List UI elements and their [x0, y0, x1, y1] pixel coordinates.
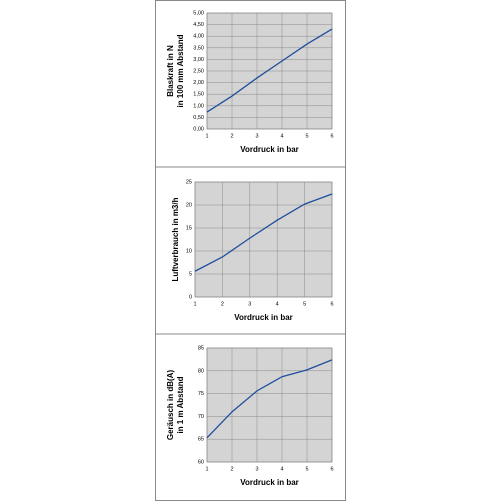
y-tick-label: 15: [186, 225, 192, 231]
y-tick-label: 0,00: [193, 126, 204, 132]
x-tick-label: 6: [330, 466, 333, 472]
y-tick-label: 5: [189, 271, 192, 277]
line: [206, 28, 333, 113]
x-tick-label: 4: [280, 133, 283, 139]
y-tick-label: 80: [198, 368, 204, 374]
y-tick-label: 70: [198, 414, 204, 420]
x-tick-label: 1: [193, 301, 196, 307]
y-tick-label: 1,50: [193, 92, 204, 98]
line: [194, 193, 333, 272]
x-tick-label: 4: [280, 466, 283, 472]
plot-area: [206, 347, 333, 463]
y-axis-label: Luftverbrauch in m3/h: [171, 197, 180, 281]
x-tick-label: 5: [303, 301, 306, 307]
y-tick-label: 25: [186, 179, 192, 185]
y-tick-label: 4,00: [193, 34, 204, 40]
x-tick-label: 5: [305, 133, 308, 139]
y-axis-label: in 1 m Abstand: [176, 376, 185, 433]
x-tick-label: 6: [330, 301, 333, 307]
x-axis-label: Vordruck in bar: [240, 478, 299, 487]
y-tick-label: 2,00: [193, 80, 204, 86]
x-tick-label: 4: [276, 301, 279, 307]
x-tick-label: 2: [230, 133, 233, 139]
y-axis-label: Blaskraft in N: [166, 45, 175, 97]
y-tick-label: 5,00: [193, 10, 204, 16]
y-tick-label: 0: [189, 294, 192, 300]
y-tick-label: 0,50: [193, 115, 204, 121]
x-tick-label: 2: [230, 466, 233, 472]
y-tick-label: 65: [198, 437, 204, 443]
y-tick-label: 85: [198, 345, 204, 351]
x-tick-label: 3: [248, 301, 251, 307]
x-axis-label: Vordruck in bar: [234, 313, 293, 322]
x-tick-label: 2: [221, 301, 224, 307]
line: [206, 359, 333, 439]
x-tick-label: 5: [305, 466, 308, 472]
y-axis-label: Geräusch in dB(A): [166, 370, 175, 441]
y-tick-label: 2,50: [193, 68, 204, 74]
y-tick-label: 20: [186, 202, 192, 208]
y-tick-label: 4,50: [193, 22, 204, 28]
y-tick-label: 3,50: [193, 45, 204, 51]
plot-area: [194, 181, 333, 298]
y-axis-label: in 100 mm Abstand: [176, 34, 185, 107]
x-tick-label: 6: [330, 133, 333, 139]
x-axis-label: Vordruck in bar: [240, 145, 299, 154]
x-tick-label: 3: [255, 133, 258, 139]
x-tick-label: 3: [255, 466, 258, 472]
y-tick-label: 1,00: [193, 103, 204, 109]
y-tick-label: 3,00: [193, 57, 204, 63]
y-tick-label: 60: [198, 459, 204, 465]
y-tick-label: 10: [186, 248, 192, 254]
x-tick-label: 1: [205, 466, 208, 472]
y-tick-label: 75: [198, 391, 204, 397]
x-tick-label: 1: [205, 133, 208, 139]
